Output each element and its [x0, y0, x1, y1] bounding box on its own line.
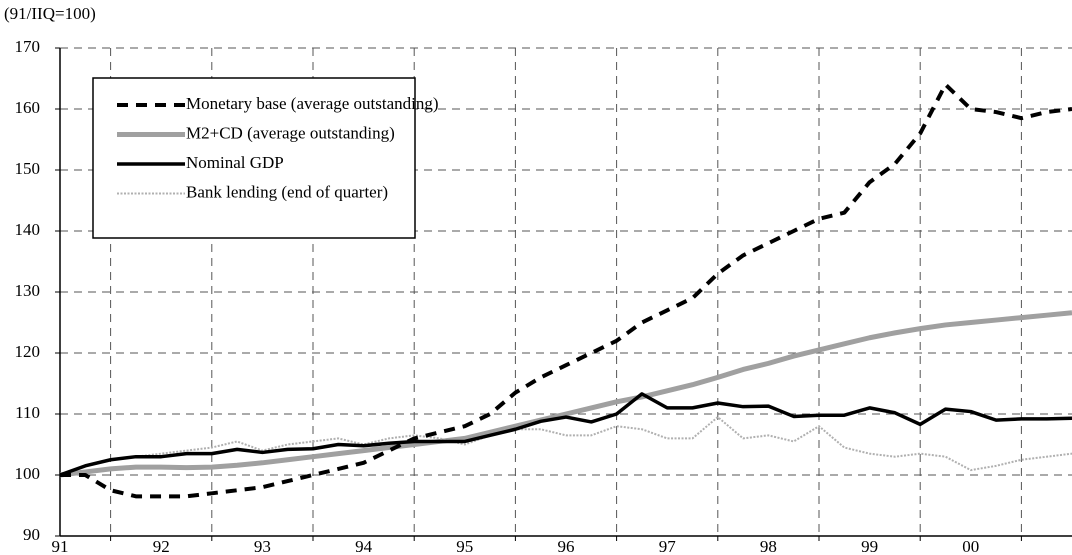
y-tick-label: 140 — [15, 220, 41, 239]
legend-label: M2+CD (average outstanding) — [186, 123, 395, 142]
x-tick-label: 96 — [558, 537, 575, 555]
data-line — [60, 392, 1072, 477]
plot-area — [60, 82, 1072, 499]
y-tick-label: 100 — [15, 464, 41, 483]
legend-label: Nominal GDP — [186, 153, 284, 172]
x-tick-label: 95 — [456, 537, 473, 555]
x-tick-label: 94 — [355, 537, 373, 555]
y-tick-label: 90 — [23, 525, 40, 544]
x-tick-label: 98 — [760, 537, 777, 555]
y-tick-label: 120 — [15, 342, 41, 361]
data-line — [60, 82, 1072, 499]
unit-note: (91/IIQ=100) — [4, 4, 96, 23]
x-tick-label: 92 — [153, 537, 170, 555]
data-line — [60, 310, 1072, 478]
y-tick-label: 150 — [15, 159, 41, 178]
y-tick-label: 110 — [15, 403, 40, 422]
y-tick-label: 130 — [15, 281, 41, 300]
data-line — [60, 416, 1072, 476]
legend-label: Bank lending (end of quarter) — [186, 182, 388, 201]
x-tick-label: 93 — [254, 537, 271, 555]
y-tick-label: 160 — [15, 98, 41, 117]
x-tick-label: 97 — [659, 537, 677, 555]
legend-label: Monetary base (average outstanding) — [186, 94, 439, 113]
y-tick-label: 170 — [15, 37, 41, 56]
x-tick-label: 99 — [861, 537, 878, 555]
x-tick-label: 00 — [962, 537, 979, 555]
x-tick-label: 91 — [52, 537, 69, 555]
